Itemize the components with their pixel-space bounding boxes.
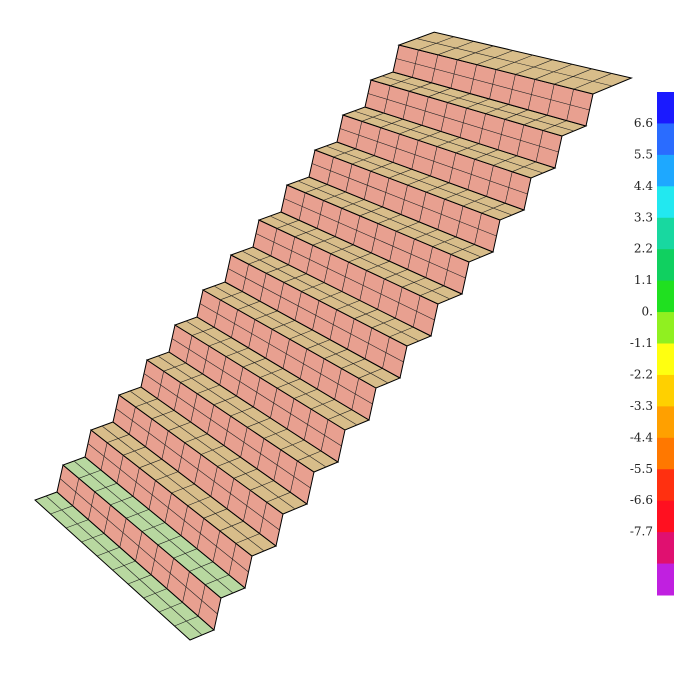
legend-band: [657, 344, 674, 376]
legend-band: [657, 186, 674, 218]
legend-label: -4.4: [630, 430, 654, 444]
legend-label: -1.1: [630, 336, 653, 350]
legend-label: 2.2: [634, 242, 653, 256]
legend-label: -2.2: [630, 367, 653, 381]
legend-band: [657, 469, 674, 501]
legend-band: [657, 312, 674, 344]
legend-band: [657, 92, 674, 124]
legend-band: [657, 249, 674, 281]
legend-band: [657, 281, 674, 313]
legend-label: -3.3: [630, 399, 653, 413]
legend-label: -6.6: [630, 493, 653, 507]
page: 6.6 5.5 4.4 3.3 2.2 1.1 0. -1.1 -2.2 -3.3 -4.4 -5.5…: [0, 0, 674, 685]
legend-band: [657, 438, 674, 470]
color-legend: 6.6 5.5 4.4 3.3 2.2 1.1 0. -1.1 -2.2 -3.3 -4.4 -5.5…: [630, 92, 674, 596]
legend-band: [657, 375, 674, 407]
legend-label: 5.5: [634, 147, 653, 161]
legend-band: [657, 532, 674, 564]
legend-label: 0.: [642, 305, 653, 319]
legend-label: -7.7: [630, 525, 653, 539]
legend-band: [657, 564, 674, 596]
legend-label: 3.3: [634, 210, 653, 224]
legend-band: [657, 501, 674, 533]
legend-label: 4.4: [634, 179, 653, 193]
legend-label: -5.5: [630, 462, 653, 476]
legend-band: [657, 218, 674, 250]
staircase-model: [35, 32, 631, 640]
legend-label: 6.6: [634, 116, 653, 130]
legend-label: 1.1: [634, 273, 653, 287]
legend-band: [657, 406, 674, 438]
legend-band: [657, 123, 674, 155]
model-view: 6.6 5.5 4.4 3.3 2.2 1.1 0. -1.1 -2.2 -3.3 -4.4 -5.5…: [0, 0, 674, 685]
legend-band: [657, 155, 674, 187]
